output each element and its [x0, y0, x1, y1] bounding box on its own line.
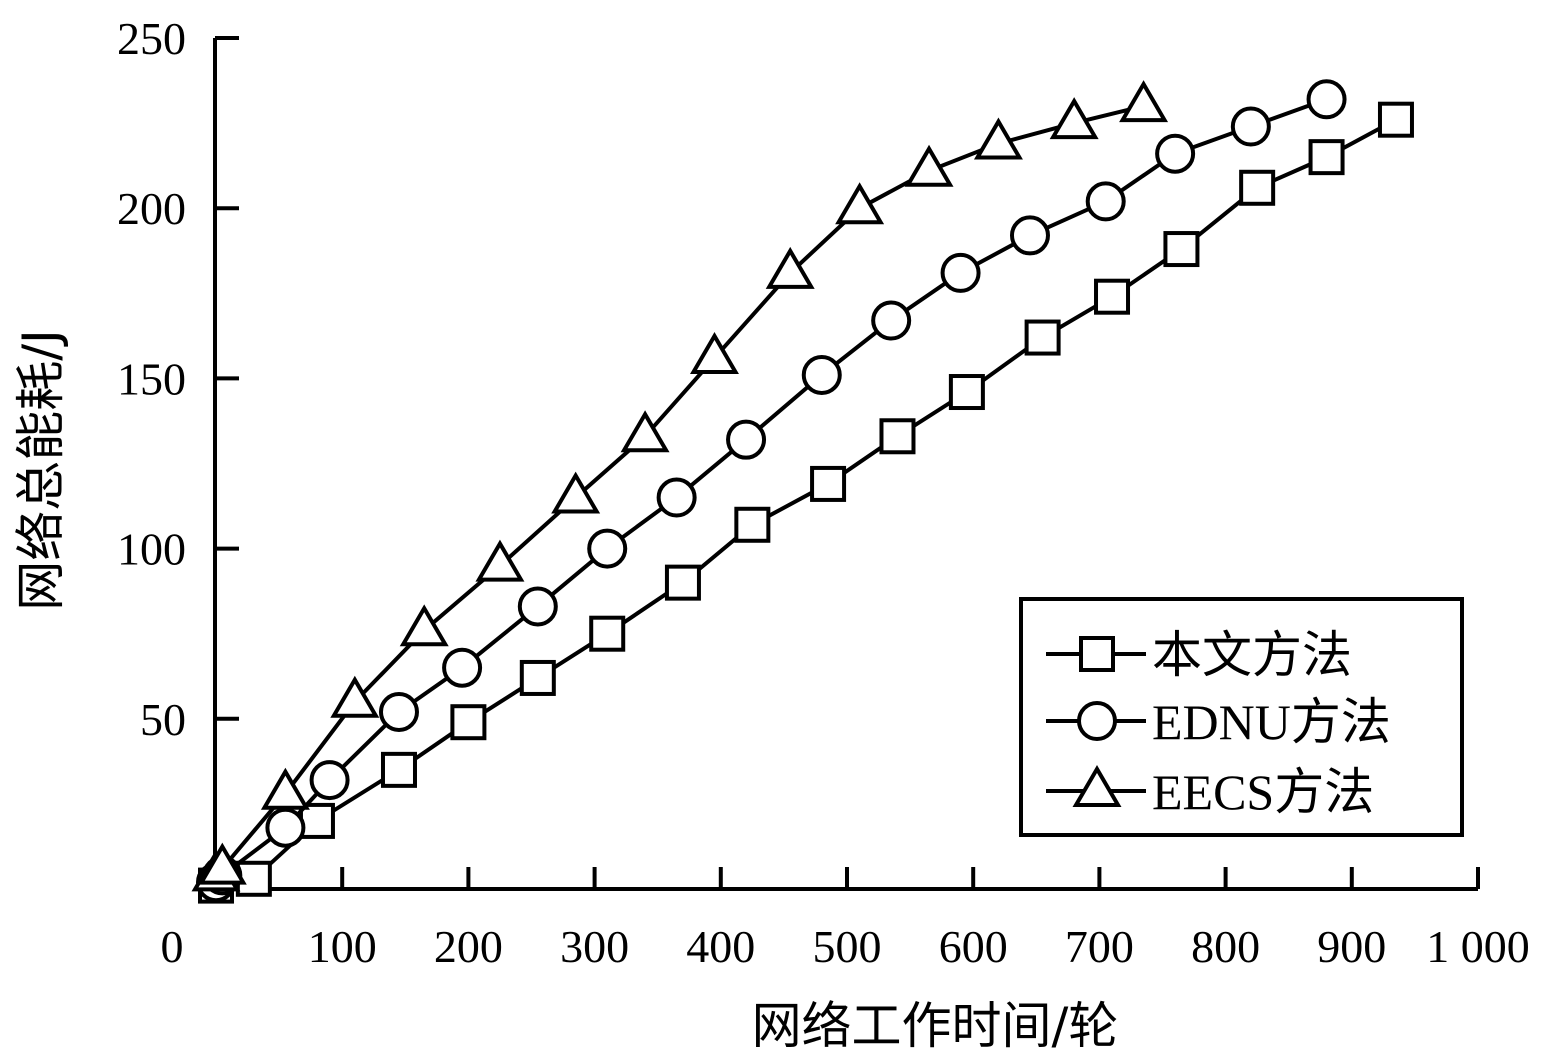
data-point-square: [1094, 278, 1131, 315]
x-tick-label: 900: [1317, 921, 1386, 972]
data-point-square: [879, 418, 916, 455]
y-axis-title: 网络总能耗/J: [12, 329, 70, 611]
y-tick-label: 200: [117, 183, 186, 234]
data-point-square: [298, 802, 335, 839]
x-tick-label: 600: [939, 921, 1008, 972]
data-point-square: [810, 465, 847, 502]
data-point-circle: [1230, 106, 1271, 147]
series-triangle: [191, 80, 1169, 892]
data-point-circle: [726, 419, 767, 460]
data-point-square: [519, 659, 556, 696]
x-tick-label: 400: [686, 921, 755, 972]
data-point-square: [1308, 139, 1345, 176]
data-point-triangle: [475, 539, 525, 582]
data-point-triangle: [1119, 80, 1169, 123]
x-ticks: 0 100 200 300 400 500 600 700 800 900 1 000: [161, 867, 1530, 972]
x-tick-label: 200: [434, 921, 503, 972]
legend-marker-triangle: [1072, 765, 1122, 807]
data-point-triangle: [1049, 97, 1099, 140]
y-tick-label: 100: [117, 524, 186, 575]
data-point-square: [1024, 319, 1061, 356]
data-point-circle: [587, 528, 628, 569]
data-point-circle: [1085, 181, 1126, 222]
data-point-circle: [801, 354, 842, 395]
data-point-triangle: [551, 471, 601, 514]
data-point-circle: [517, 586, 558, 627]
x-tick-label: 1 000: [1426, 921, 1530, 972]
y-tick-label: 250: [117, 13, 186, 64]
data-point-square: [380, 751, 417, 788]
data-point-square: [1239, 169, 1276, 206]
data-point-square: [1163, 231, 1200, 268]
y-tick-label: 150: [117, 353, 186, 404]
data-point-triangle: [197, 842, 247, 885]
legend-label: EDNU方法: [1152, 694, 1391, 750]
data-point-square: [1377, 101, 1414, 138]
series-layer: [191, 79, 1414, 904]
x-axis-title: 网络工作时间/轮: [752, 997, 1119, 1055]
data-point-triangle: [765, 246, 815, 289]
legend-item: EECS方法: [1046, 764, 1374, 820]
data-point-circle: [442, 647, 483, 688]
legend-items: 本文方法 EDNU方法 EECS方法: [1046, 627, 1391, 820]
data-point-triangle: [620, 410, 670, 453]
data-point-circle: [940, 252, 981, 293]
legend-marker-circle: [1077, 701, 1117, 741]
legend-label: 本文方法: [1152, 627, 1352, 683]
legend: 本文方法 EDNU方法 EECS方法: [1019, 597, 1464, 837]
data-point-circle: [1009, 215, 1050, 256]
data-point-square: [664, 564, 701, 601]
legend-item: EDNU方法: [1046, 694, 1391, 750]
data-point-circle: [265, 807, 306, 848]
data-point-circle: [378, 691, 419, 732]
data-point-triangle: [973, 117, 1023, 160]
x-tick-label: 800: [1191, 921, 1260, 972]
y-tick-label: 50: [140, 694, 186, 745]
data-point-triangle: [690, 332, 739, 374]
data-point-circle: [656, 477, 697, 518]
data-point-triangle: [399, 604, 449, 647]
data-point-triangle: [904, 144, 954, 187]
legend-item: 本文方法: [1046, 627, 1352, 683]
data-point-triangle: [260, 767, 310, 810]
legend-label: EECS方法: [1152, 764, 1374, 820]
x-tick-label: 500: [813, 921, 882, 972]
x-tick-label: 700: [1065, 921, 1134, 972]
data-point-square: [734, 506, 771, 543]
data-point-circle: [1155, 133, 1196, 174]
data-point-square: [589, 615, 626, 652]
series-circle: [196, 79, 1347, 903]
data-point-circle: [871, 300, 912, 341]
data-point-square: [948, 374, 985, 411]
data-point-triangle: [835, 182, 885, 225]
data-point-circle: [1306, 79, 1347, 120]
legend-marker-square: [1079, 636, 1115, 672]
y-ticks: 50 100 150 200 250: [117, 13, 239, 745]
x-tick-label: 0: [161, 921, 184, 972]
data-point-triangle: [330, 675, 380, 718]
x-tick-label: 300: [560, 921, 629, 972]
x-tick-label: 100: [308, 921, 377, 972]
data-point-circle: [309, 760, 350, 801]
data-point-square: [450, 704, 487, 741]
